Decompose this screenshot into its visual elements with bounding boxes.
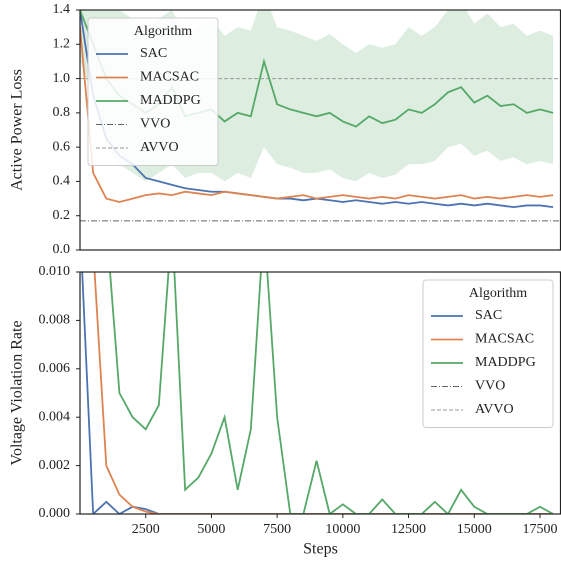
y-tick-label: 0.002 bbox=[39, 458, 71, 473]
legend-label: MADDPG bbox=[140, 93, 201, 108]
legend-label: MACSAC bbox=[140, 70, 199, 85]
series-line bbox=[109, 272, 554, 514]
legend-label: SAC bbox=[140, 46, 167, 61]
y-tick-label: 0.004 bbox=[39, 409, 71, 424]
y-tick-label: 1.2 bbox=[53, 37, 71, 52]
legend-label: MACSAC bbox=[475, 332, 534, 347]
legend-label: VVO bbox=[475, 379, 505, 394]
legend-title: Algorithm bbox=[134, 24, 192, 39]
x-tick-label: 15000 bbox=[457, 522, 492, 537]
x-tick-label: 5000 bbox=[197, 522, 225, 537]
y-axis-label: Voltage Violation Rate bbox=[9, 320, 26, 465]
y-tick-label: 0.0 bbox=[53, 242, 71, 257]
legend-label: MADDPG bbox=[475, 355, 536, 370]
y-tick-label: 0.000 bbox=[39, 506, 71, 521]
legend-label: SAC bbox=[475, 308, 502, 323]
y-tick-label: 0.008 bbox=[39, 313, 71, 328]
y-tick-label: 1.4 bbox=[53, 2, 71, 17]
x-tick-label: 7500 bbox=[263, 522, 291, 537]
y-tick-label: 0.006 bbox=[39, 361, 71, 376]
legend-title: Algorithm bbox=[469, 286, 527, 301]
x-tick-label: 2500 bbox=[132, 522, 160, 537]
x-tick-label: 12500 bbox=[391, 522, 426, 537]
y-tick-label: 0.2 bbox=[53, 208, 71, 223]
y-tick-label: 1.0 bbox=[53, 71, 71, 86]
y-tick-label: 0.8 bbox=[53, 105, 71, 120]
y-axis-label: Active Power Loss bbox=[9, 69, 26, 191]
series-line bbox=[80, 27, 554, 203]
x-tick-label: 10000 bbox=[325, 522, 360, 537]
legend-label: VVO bbox=[140, 117, 170, 132]
y-tick-label: 0.010 bbox=[39, 264, 71, 279]
y-tick-label: 0.4 bbox=[53, 174, 71, 189]
x-axis-label: Steps bbox=[303, 541, 338, 558]
legend-label: AVVO bbox=[140, 140, 179, 155]
plot-area bbox=[80, 272, 561, 514]
y-tick-label: 0.6 bbox=[53, 139, 71, 154]
x-tick-label: 17500 bbox=[522, 522, 557, 537]
legend-label: AVVO bbox=[475, 402, 514, 417]
